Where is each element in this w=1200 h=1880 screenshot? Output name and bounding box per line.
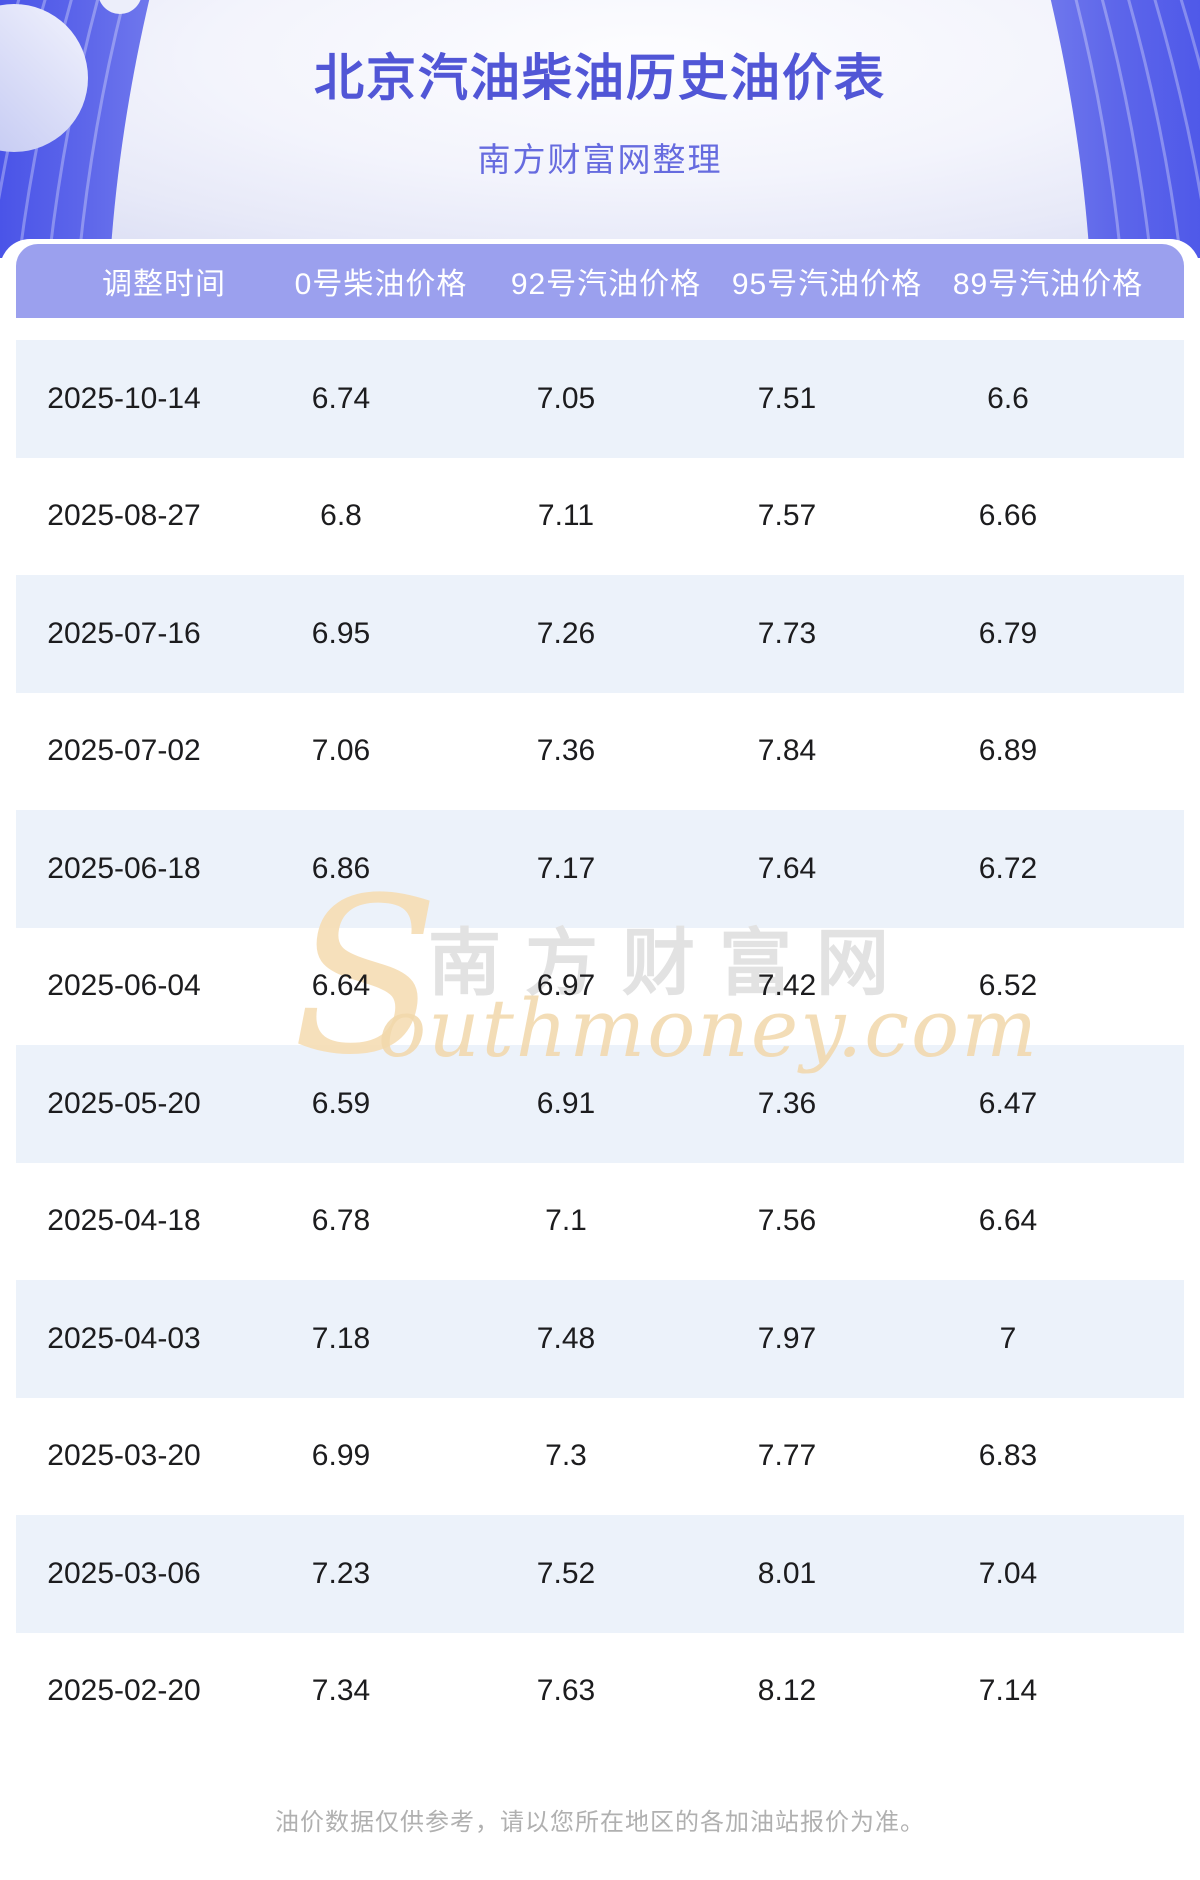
cell-price: 7.17 <box>536 851 596 885</box>
cell-price: 7.04 <box>978 1556 1038 1590</box>
column-header-gas-95: 95号汽油价格 <box>731 268 923 301</box>
cell-date: 2025-07-02 <box>47 734 201 768</box>
cell-price: 7.51 <box>757 381 817 415</box>
table-row: 2025-02-20 7.34 7.63 8.12 7.14 <box>16 1633 1184 1751</box>
table-row: 2025-08-27 6.8 7.11 7.57 6.66 <box>16 458 1184 576</box>
cell-price: 7.97 <box>757 1321 817 1355</box>
cell-price: 7.73 <box>757 616 817 650</box>
cell-price: 6.83 <box>978 1439 1038 1473</box>
column-header-diesel-0: 0号柴油价格 <box>294 268 468 301</box>
cell-price: 7.84 <box>757 734 817 768</box>
table-row: 2025-04-18 6.78 7.1 7.56 6.64 <box>16 1163 1184 1281</box>
table-row: 2025-07-16 6.95 7.26 7.73 6.79 <box>16 575 1184 693</box>
cell-price: 7.06 <box>311 734 371 768</box>
cell-price: 6.72 <box>978 851 1038 885</box>
cell-price: 7.3 <box>545 1439 587 1473</box>
cell-date: 2025-04-18 <box>47 1204 201 1238</box>
table-row: 2025-03-20 6.99 7.3 7.77 6.83 <box>16 1398 1184 1516</box>
column-header-gas-89: 89号汽油价格 <box>952 268 1144 301</box>
table-row: 2025-10-14 6.74 7.05 7.51 6.6 <box>16 340 1184 458</box>
cell-price: 6.79 <box>978 616 1038 650</box>
column-header-adjust-date: 调整时间 <box>102 268 226 301</box>
cell-date: 2025-03-20 <box>47 1439 201 1473</box>
table-body: 2025-10-14 6.74 7.05 7.51 6.6 2025-08-27 6.8 7.… <box>0 340 1200 1750</box>
cell-price: 6.64 <box>311 969 371 1003</box>
cell-price: 6.86 <box>311 851 371 885</box>
page-subtitle: 南方财富网整理 <box>477 141 723 178</box>
cell-price: 7.52 <box>536 1556 596 1590</box>
cell-price: 7.23 <box>311 1556 371 1590</box>
column-header-gas-92: 92号汽油价格 <box>510 268 702 301</box>
cell-price: 7.48 <box>536 1321 596 1355</box>
cell-price: 7.14 <box>978 1674 1038 1708</box>
cell-price: 6.78 <box>311 1204 371 1238</box>
table-row: 2025-06-18 6.86 7.17 7.64 6.72 <box>16 810 1184 928</box>
cell-price: 6.74 <box>311 381 371 415</box>
cell-price: 7.18 <box>311 1321 371 1355</box>
cell-price: 7.64 <box>757 851 817 885</box>
cell-price: 6.99 <box>311 1439 371 1473</box>
table-header-row: 调整时间 0号柴油价格 92号汽油价格 95号汽油价格 89号汽油价格 <box>16 244 1184 318</box>
hero-corner-circle <box>0 4 88 152</box>
cell-price: 7.26 <box>536 616 596 650</box>
cell-date: 2025-05-20 <box>47 1086 201 1120</box>
table-card: 调整时间 0号柴油价格 92号汽油价格 95号汽油价格 89号汽油价格 2025… <box>0 239 1200 1861</box>
cell-date: 2025-06-04 <box>47 969 201 1003</box>
table-row: 2025-03-06 7.23 7.52 8.01 7.04 <box>16 1515 1184 1633</box>
cell-price: 7.56 <box>757 1204 817 1238</box>
cell-price: 7.57 <box>757 499 817 533</box>
cell-price: 8.12 <box>757 1674 817 1708</box>
table-row: 2025-04-03 7.18 7.48 7.97 7 <box>16 1280 1184 1398</box>
cell-price: 6.6 <box>987 381 1029 415</box>
cell-price: 6.8 <box>320 499 362 533</box>
cell-price: 7.1 <box>545 1204 587 1238</box>
cell-price: 6.64 <box>978 1204 1038 1238</box>
cell-price: 6.59 <box>311 1086 371 1120</box>
cell-date: 2025-02-20 <box>47 1674 201 1708</box>
cell-price: 6.95 <box>311 616 371 650</box>
cell-price: 6.89 <box>978 734 1038 768</box>
hero-background-art <box>0 0 1200 258</box>
cell-price: 7.42 <box>757 969 817 1003</box>
cell-date: 2025-07-16 <box>47 616 201 650</box>
cell-price: 6.91 <box>536 1086 596 1120</box>
cell-price: 7.77 <box>757 1439 817 1473</box>
table-row: 2025-05-20 6.59 6.91 7.36 6.47 <box>16 1045 1184 1163</box>
cell-price: 7.36 <box>757 1086 817 1120</box>
hero-light-blob <box>110 0 1090 258</box>
cell-date: 2025-04-03 <box>47 1321 201 1355</box>
cell-price: 6.66 <box>978 499 1038 533</box>
hero-top-dot <box>99 0 141 14</box>
cell-date: 2025-08-27 <box>47 499 201 533</box>
cell-price: 6.97 <box>536 969 596 1003</box>
table-row: 2025-06-04 6.64 6.97 7.42 6.52 <box>16 928 1184 1046</box>
cell-price: 7 <box>999 1321 1017 1355</box>
cell-price: 8.01 <box>757 1556 817 1590</box>
cell-price: 7.63 <box>536 1674 596 1708</box>
disclaimer-text: 油价数据仅供参考，请以您所在地区的各加油站报价为准。 <box>275 1809 925 1836</box>
hero-banner: 北京汽油柴油历史油价表 南方财富网整理 <box>0 0 1200 258</box>
cell-date: 2025-03-06 <box>47 1556 201 1590</box>
table-row: 2025-07-02 7.06 7.36 7.84 6.89 <box>16 693 1184 811</box>
cell-price: 7.11 <box>537 499 595 533</box>
cell-price: 6.47 <box>978 1086 1038 1120</box>
cell-price: 7.05 <box>536 381 596 415</box>
cell-price: 7.36 <box>536 734 596 768</box>
cell-date: 2025-10-14 <box>47 381 201 415</box>
page-title: 北京汽油柴油历史油价表 <box>314 50 886 106</box>
cell-price: 6.52 <box>978 969 1038 1003</box>
cell-price: 7.34 <box>311 1674 371 1708</box>
cell-date: 2025-06-18 <box>47 851 201 885</box>
